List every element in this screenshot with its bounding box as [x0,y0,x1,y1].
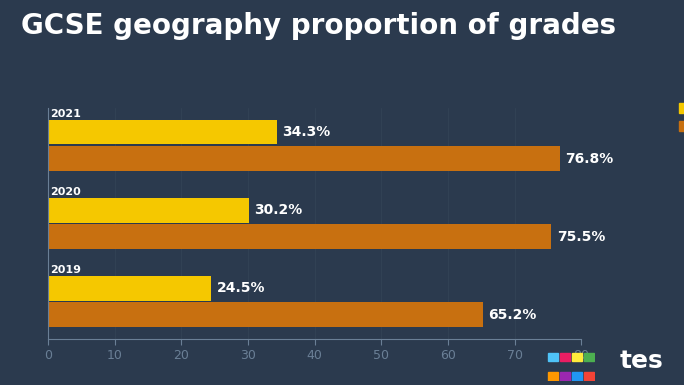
Bar [48,224,551,249]
Text: 75.5%: 75.5% [557,229,605,244]
Bar [572,373,582,381]
Text: 2019: 2019 [51,265,81,275]
Text: 65.2%: 65.2% [488,308,536,321]
Bar [48,198,249,223]
Bar [548,353,558,362]
Text: 2020: 2020 [51,187,81,197]
Bar [583,373,594,381]
Text: 34.3%: 34.3% [282,125,330,139]
Text: 76.8%: 76.8% [566,152,614,166]
Text: 24.5%: 24.5% [217,281,265,295]
Text: tes: tes [620,350,663,373]
Text: GCSE geography proportion of grades: GCSE geography proportion of grades [21,12,616,40]
Text: 2021: 2021 [51,109,81,119]
Bar [583,353,594,362]
Bar [48,119,276,144]
Bar [48,276,211,301]
Bar [48,146,560,171]
Legend: 7/A or above, 4/C or above: 7/A or above, 4/C or above [679,102,684,133]
Bar [572,353,582,362]
Bar [560,353,570,362]
Bar [548,373,558,381]
Bar [48,302,483,327]
Text: 30.2%: 30.2% [254,203,303,217]
Bar [560,373,570,381]
